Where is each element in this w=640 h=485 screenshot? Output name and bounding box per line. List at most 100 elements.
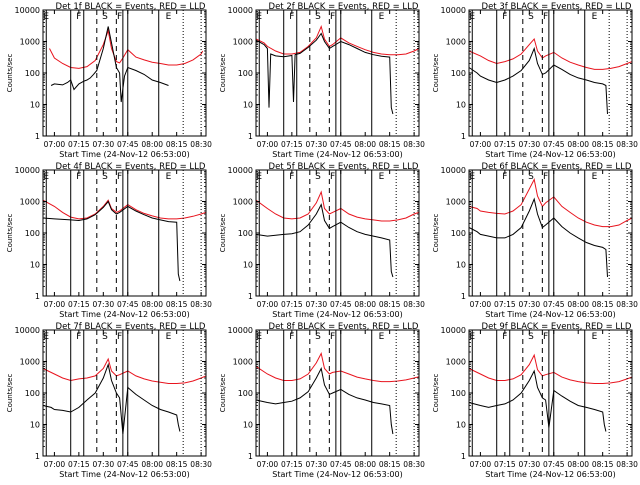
y-tick-label: 100 xyxy=(25,69,40,78)
region-label: S xyxy=(102,332,108,342)
plot-frame xyxy=(468,169,633,297)
region-label: F xyxy=(76,172,81,182)
x-tick-label: 08:15 xyxy=(166,140,188,149)
plot-frame xyxy=(468,329,633,457)
x-tick-label: 08:00 xyxy=(141,300,163,309)
events-series-line xyxy=(255,203,394,278)
x-tick-label: 07:00 xyxy=(44,460,66,469)
x-axis-label: Start Time (24-Nov-12 06:53:00) xyxy=(272,150,402,159)
region-label: E xyxy=(166,12,172,22)
detector-panel: 1 10 100 1000 10000 07:00 07:15 07:30 07:45 08:00… xyxy=(213,320,426,480)
y-tick-label: 10 xyxy=(456,421,466,430)
y-axis-label: Counts/sec xyxy=(219,374,227,413)
x-axis-label: Start Time (24-Nov-12 06:53:00) xyxy=(59,150,189,159)
y-tick-label: 10 xyxy=(243,421,253,430)
x-tick-label: 08:30 xyxy=(190,460,212,469)
x-tick-label: 08:15 xyxy=(592,300,614,309)
detector-panel: 1 10 100 1000 10000 07:00 07:15 07:30 07:45 08:00… xyxy=(0,320,213,480)
y-tick-label: 1000 xyxy=(20,358,40,367)
x-tick-label: 08:30 xyxy=(403,460,425,469)
y-axis-label: Counts/sec xyxy=(432,54,440,93)
region-label: E xyxy=(43,12,49,22)
y-tick-label: 10000 xyxy=(228,166,253,175)
x-tick-label: 08:30 xyxy=(403,300,425,309)
detector-chart: 1 10 100 1000 10000 07:00 07:15 07:30 07:45 08:00… xyxy=(432,2,638,159)
y-tick-label: 1 xyxy=(35,452,40,461)
y-tick-label: 1 xyxy=(461,292,466,301)
region-label: E xyxy=(43,172,49,182)
x-axis-label: Start Time (24-Nov-12 06:53:00) xyxy=(59,470,189,479)
region-label: E xyxy=(592,172,598,182)
x-tick-label: 07:45 xyxy=(117,460,139,469)
y-tick-label: 10 xyxy=(30,421,40,430)
region-label: E xyxy=(592,12,598,22)
x-tick-label: 07:15 xyxy=(281,300,303,309)
region-label: S xyxy=(528,172,534,182)
detector-panel: 1 10 100 1000 10000 07:00 07:15 07:30 07:45 08:00… xyxy=(0,0,213,160)
events-series-line xyxy=(42,362,181,435)
y-tick-label: 100 xyxy=(451,229,466,238)
region-label: F xyxy=(117,172,122,182)
x-tick-label: 07:45 xyxy=(117,140,139,149)
lld-series-line xyxy=(42,357,207,384)
y-tick-label: 1 xyxy=(461,132,466,141)
events-series-line xyxy=(468,197,608,278)
chart-title: Det 2f BLACK = Events, RED = LLD xyxy=(269,2,419,12)
events-series-line xyxy=(255,32,394,115)
y-axis-label: Counts/sec xyxy=(219,54,227,93)
region-label: F xyxy=(330,332,335,342)
plot-frame xyxy=(42,169,207,297)
x-axis-label: Start Time (24-Nov-12 06:53:00) xyxy=(59,310,189,319)
lld-series-line xyxy=(255,352,420,383)
x-tick-label: 07:45 xyxy=(330,460,352,469)
x-tick-label: 07:15 xyxy=(494,140,516,149)
region-label: S xyxy=(528,332,534,342)
y-axis-label: Counts/sec xyxy=(6,214,14,253)
region-label: F xyxy=(289,332,294,342)
x-tick-label: 08:00 xyxy=(567,300,589,309)
detector-chart: 1 10 100 1000 10000 07:00 07:15 07:30 07:45 08:00… xyxy=(219,2,425,159)
y-tick-label: 100 xyxy=(451,389,466,398)
region-label: E xyxy=(43,332,49,342)
x-tick-label: 07:30 xyxy=(305,140,327,149)
x-tick-label: 07:15 xyxy=(281,460,303,469)
region-label: S xyxy=(315,332,321,342)
region-label: F xyxy=(289,12,294,22)
region-label: S xyxy=(315,12,321,22)
y-tick-label: 10000 xyxy=(441,6,466,15)
region-label: E xyxy=(469,172,475,182)
region-label: F xyxy=(76,12,81,22)
x-tick-label: 08:15 xyxy=(379,460,401,469)
detector-chart: 1 10 100 1000 10000 07:00 07:15 07:30 07:45 08:00… xyxy=(219,162,425,319)
y-tick-label: 1 xyxy=(248,132,253,141)
region-label: E xyxy=(166,332,172,342)
x-tick-label: 07:30 xyxy=(518,300,540,309)
region-label: E xyxy=(379,172,385,182)
x-tick-label: 08:00 xyxy=(354,460,376,469)
x-tick-label: 07:15 xyxy=(494,460,516,469)
y-tick-label: 100 xyxy=(451,69,466,78)
x-tick-label: 07:00 xyxy=(470,300,492,309)
x-tick-label: 08:00 xyxy=(141,460,163,469)
x-tick-label: 07:00 xyxy=(470,460,492,469)
region-label: E xyxy=(256,12,262,22)
y-tick-label: 1000 xyxy=(233,198,253,207)
y-tick-label: 10 xyxy=(243,101,253,110)
lld-series-line xyxy=(468,37,633,70)
chart-title: Det 3f BLACK = Events, RED = LLD xyxy=(482,2,632,12)
detector-chart: 1 10 100 1000 10000 07:00 07:15 07:30 07:45 08:00… xyxy=(432,162,638,319)
x-tick-label: 08:15 xyxy=(592,140,614,149)
detector-chart: 1 10 100 1000 10000 07:00 07:15 07:30 07:45 08:00… xyxy=(6,2,212,159)
chart-title: Det 8f BLACK = Events, RED = LLD xyxy=(269,322,419,332)
events-series-line xyxy=(42,200,181,282)
y-tick-label: 10 xyxy=(30,261,40,270)
y-axis-label: Counts/sec xyxy=(6,374,14,413)
region-label: E xyxy=(469,12,475,22)
y-tick-label: 10000 xyxy=(15,166,40,175)
y-tick-label: 1 xyxy=(248,292,253,301)
detector-chart: 1 10 100 1000 10000 07:00 07:15 07:30 07:45 08:00… xyxy=(219,322,425,479)
y-axis-label: Counts/sec xyxy=(432,214,440,253)
y-tick-label: 10000 xyxy=(441,326,466,335)
detector-panel: 1 10 100 1000 10000 07:00 07:15 07:30 07:45 08:00… xyxy=(213,0,426,160)
x-tick-label: 07:00 xyxy=(44,300,66,309)
